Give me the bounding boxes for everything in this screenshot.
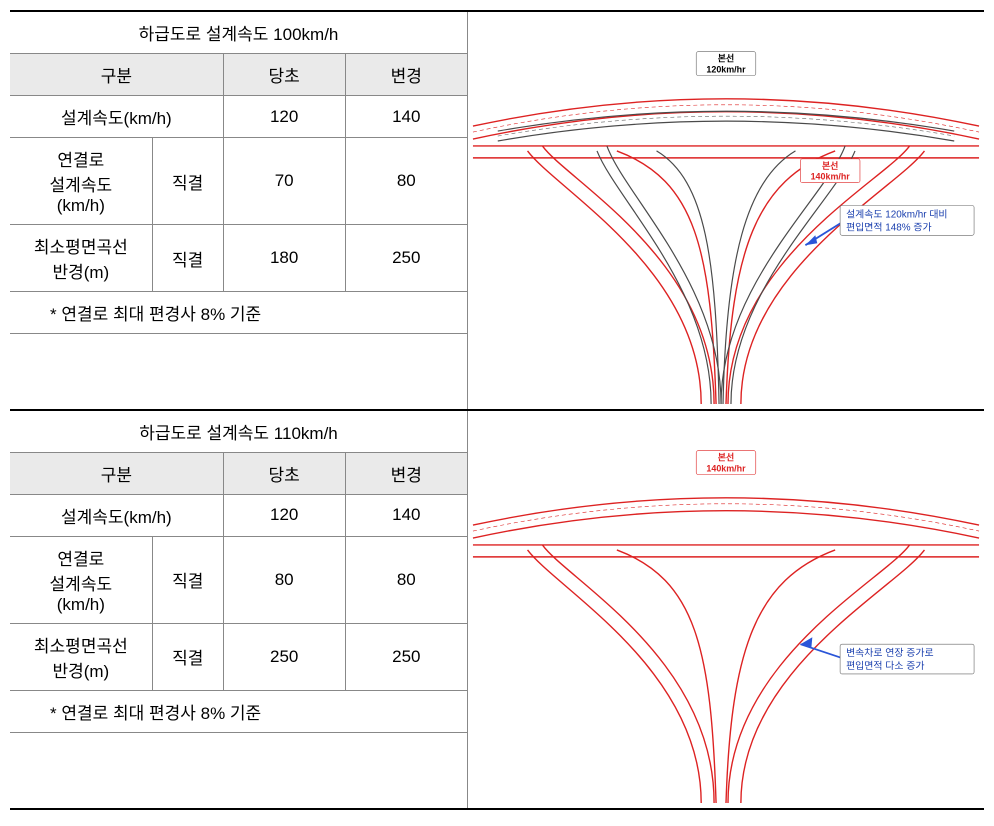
table-100: 하급도로 설계속도 100km/h 구분 당초 변경 설계속도(km/h) 12…: [10, 12, 467, 334]
r3-label: 최소평면곡선반경(m): [10, 225, 152, 292]
r2-chg: 80: [345, 138, 467, 225]
section-100: 하급도로 설계속도 100km/h 구분 당초 변경 설계속도(km/h) 12…: [10, 10, 984, 411]
table-110-wrap: 하급도로 설계속도 110km/h 구분 당초 변경 설계속도(km/h) 12…: [10, 411, 467, 808]
r1-label: 설계속도(km/h): [10, 96, 223, 138]
lbl2-top-line1: 본선: [718, 452, 734, 463]
diagram-110: 본선 140km/hr 변속차로 연장 증가로 편입면적 다소 증가: [467, 411, 984, 808]
r2b-chg: 80: [345, 536, 467, 623]
section-110: 하급도로 설계속도 110km/h 구분 당초 변경 설계속도(km/h) 12…: [10, 411, 984, 810]
r3b-label: 최소평면곡선반경(m): [10, 623, 152, 690]
r2b-orig: 80: [223, 536, 345, 623]
r2b-type: 직결: [152, 536, 223, 623]
annot2-line1: 변속차로 연장 증가로: [846, 647, 934, 659]
table-110: 하급도로 설계속도 110km/h 구분 당초 변경 설계속도(km/h) 12…: [10, 411, 467, 733]
table-110-title: 하급도로 설계속도 110km/h: [10, 411, 467, 453]
lbl-top-line1: 본선: [718, 53, 734, 64]
r2-orig: 70: [223, 138, 345, 225]
footnote-110: * 연결로 최대 편경사 8% 기준: [10, 690, 467, 732]
lbl-mid-line2: 140km/hr: [811, 172, 851, 182]
r3b-orig: 250: [223, 623, 345, 690]
r3-chg: 250: [345, 225, 467, 292]
lbl-mid-line1: 본선: [822, 160, 838, 171]
r2-label: 연결로설계속도(km/h): [10, 138, 152, 225]
table-100-title: 하급도로 설계속도 100km/h: [10, 12, 467, 54]
r1-orig: 120: [223, 96, 345, 138]
hdr-chg: 변경: [345, 54, 467, 96]
r1-chg: 140: [345, 96, 467, 138]
interchange-diagram-110: 본선 140km/hr 변속차로 연장 증가로 편입면적 다소 증가: [468, 411, 984, 808]
hdr-orig: 당초: [223, 54, 345, 96]
r3-orig: 180: [223, 225, 345, 292]
hdr2-gubun: 구분: [10, 452, 223, 494]
r1b-label: 설계속도(km/h): [10, 494, 223, 536]
hdr2-chg: 변경: [345, 452, 467, 494]
hdr2-orig: 당초: [223, 452, 345, 494]
r1b-chg: 140: [345, 494, 467, 536]
footnote-100: * 연결로 최대 편경사 8% 기준: [10, 292, 467, 334]
diagram-100: 본선 120km/hr 본선 140km/hr 설계속도 120km/hr 대비…: [467, 12, 984, 409]
lbl2-top-line2: 140km/hr: [706, 463, 746, 473]
r3b-chg: 250: [345, 623, 467, 690]
r2b-label: 연결로설계속도(km/h): [10, 536, 152, 623]
lbl-top-line2: 120km/hr: [706, 65, 746, 75]
interchange-diagram-100: 본선 120km/hr 본선 140km/hr 설계속도 120km/hr 대비…: [468, 12, 984, 409]
r2-type: 직결: [152, 138, 223, 225]
hdr-gubun: 구분: [10, 54, 223, 96]
r3-type: 직결: [152, 225, 223, 292]
table-100-wrap: 하급도로 설계속도 100km/h 구분 당초 변경 설계속도(km/h) 12…: [10, 12, 467, 409]
annot2-line2: 편입면적 다소 증가: [846, 659, 924, 672]
r1b-orig: 120: [223, 494, 345, 536]
annot1-line1: 설계속도 120km/hr 대비: [846, 208, 947, 220]
annot1-line2: 편입면적 148% 증가: [846, 220, 932, 233]
r3b-type: 직결: [152, 623, 223, 690]
